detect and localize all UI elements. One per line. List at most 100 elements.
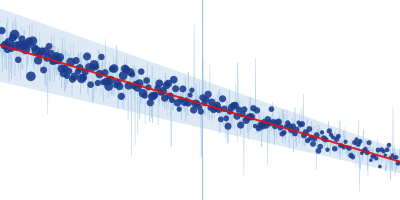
Point bbox=[116, 85, 123, 88]
Point bbox=[84, 55, 90, 58]
Point bbox=[265, 118, 271, 121]
Point bbox=[339, 144, 345, 147]
Point bbox=[160, 89, 166, 92]
Point bbox=[174, 101, 180, 104]
Point bbox=[156, 82, 162, 85]
Point bbox=[182, 101, 188, 104]
Point bbox=[302, 131, 309, 134]
Point bbox=[142, 94, 148, 98]
Point bbox=[17, 44, 23, 47]
Point bbox=[131, 85, 137, 88]
Point bbox=[227, 110, 233, 113]
Point bbox=[68, 61, 74, 64]
Point bbox=[15, 58, 22, 61]
Point bbox=[185, 101, 192, 105]
Point bbox=[346, 147, 352, 150]
Point bbox=[238, 124, 244, 127]
Point bbox=[252, 124, 258, 128]
Point bbox=[147, 101, 154, 104]
Point bbox=[295, 121, 302, 124]
Point bbox=[0, 29, 5, 32]
Point bbox=[270, 120, 276, 123]
Point bbox=[98, 55, 105, 59]
Point bbox=[378, 148, 385, 151]
Point bbox=[208, 101, 215, 104]
Point bbox=[301, 134, 307, 137]
Point bbox=[24, 43, 30, 46]
Point bbox=[120, 74, 126, 77]
Point bbox=[111, 67, 117, 70]
Point bbox=[55, 59, 61, 62]
Point bbox=[218, 118, 224, 121]
Point bbox=[322, 138, 329, 141]
Point bbox=[220, 97, 226, 100]
Point bbox=[178, 98, 184, 101]
Point bbox=[203, 98, 210, 101]
Point bbox=[389, 153, 396, 157]
Point bbox=[228, 106, 235, 109]
Point bbox=[104, 80, 110, 83]
Point bbox=[58, 67, 65, 70]
Point bbox=[138, 70, 144, 73]
Point bbox=[122, 67, 128, 70]
Point bbox=[239, 112, 246, 116]
Point bbox=[113, 84, 119, 87]
Point bbox=[190, 108, 197, 112]
Point bbox=[395, 162, 400, 165]
Point bbox=[109, 67, 116, 71]
Point bbox=[136, 82, 143, 85]
Point bbox=[308, 136, 314, 139]
Point bbox=[286, 124, 293, 127]
Point bbox=[324, 148, 331, 151]
Point bbox=[6, 41, 12, 44]
Point bbox=[306, 127, 312, 131]
Point bbox=[37, 53, 43, 56]
Point bbox=[12, 33, 18, 36]
Point bbox=[230, 104, 237, 107]
Point bbox=[82, 70, 88, 73]
Point bbox=[332, 147, 338, 150]
Point bbox=[95, 81, 101, 85]
Point bbox=[194, 102, 200, 105]
Point bbox=[261, 120, 267, 124]
Point bbox=[20, 44, 27, 47]
Point bbox=[210, 108, 217, 111]
Point bbox=[114, 81, 121, 84]
Point bbox=[274, 121, 280, 124]
Point bbox=[375, 149, 381, 152]
Point bbox=[257, 123, 264, 126]
Point bbox=[330, 136, 336, 139]
Point bbox=[31, 46, 38, 49]
Point bbox=[391, 156, 398, 159]
Point bbox=[66, 70, 72, 73]
Point bbox=[312, 138, 318, 141]
Point bbox=[162, 96, 168, 100]
Point bbox=[100, 81, 106, 84]
Point bbox=[33, 49, 40, 53]
Point bbox=[342, 140, 349, 143]
Point bbox=[69, 78, 76, 81]
Point bbox=[2, 44, 9, 47]
Point bbox=[91, 63, 98, 66]
Point bbox=[288, 128, 294, 132]
Point bbox=[149, 95, 155, 98]
Point bbox=[290, 125, 296, 128]
Point bbox=[223, 117, 230, 120]
Point bbox=[64, 74, 70, 78]
Point bbox=[198, 110, 204, 113]
Point bbox=[256, 127, 262, 130]
Point bbox=[236, 108, 242, 111]
Point bbox=[78, 77, 85, 80]
Point bbox=[225, 125, 231, 128]
Point bbox=[93, 65, 99, 68]
Point bbox=[317, 145, 324, 148]
Point bbox=[1, 44, 7, 47]
Point bbox=[232, 104, 238, 107]
Point bbox=[125, 84, 132, 87]
Point bbox=[8, 46, 14, 50]
Point bbox=[134, 86, 141, 89]
Point bbox=[167, 94, 173, 98]
Point bbox=[154, 86, 161, 90]
Point bbox=[319, 131, 325, 134]
Point bbox=[310, 142, 316, 146]
